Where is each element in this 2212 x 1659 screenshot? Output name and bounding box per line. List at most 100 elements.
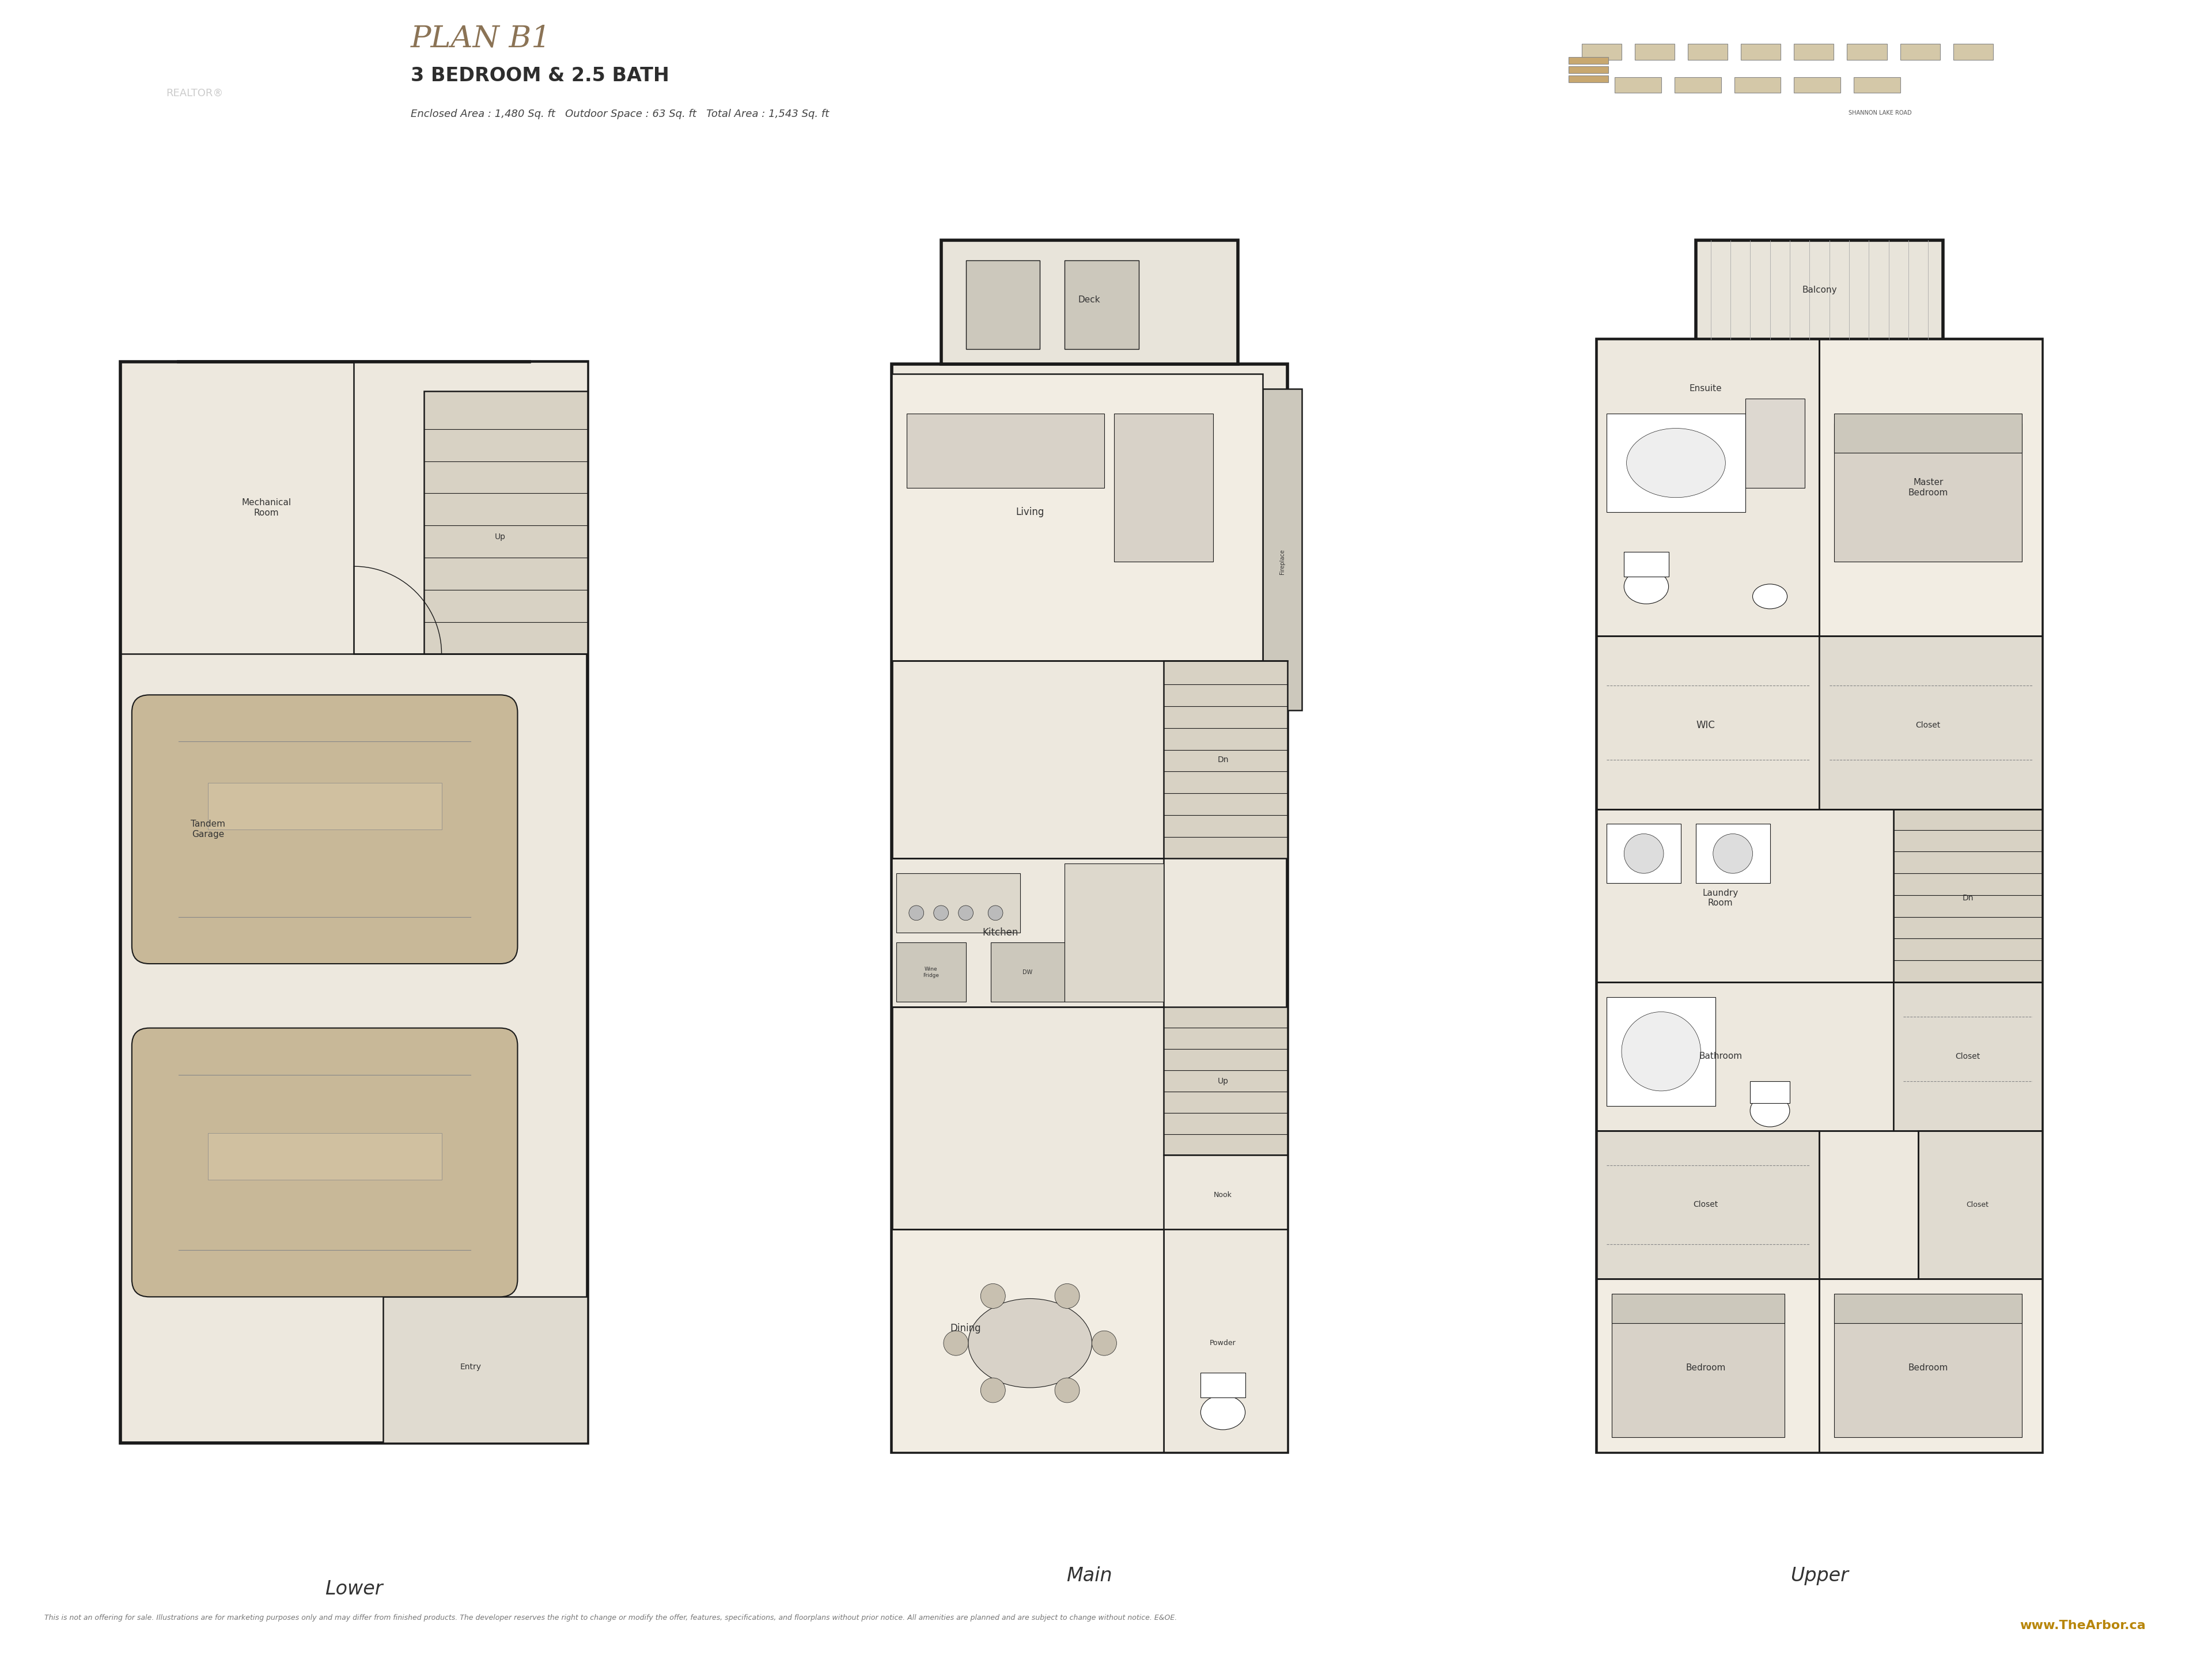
Text: Upper: Upper [1790,1566,1849,1584]
Circle shape [958,906,973,921]
Text: Kitchen: Kitchen [982,927,1018,937]
Bar [1900,43,1940,60]
Circle shape [933,906,949,921]
Ellipse shape [1752,584,1787,609]
Polygon shape [354,362,588,654]
Bar [1606,825,1681,883]
Bar [1568,66,1608,73]
Bar [1834,1299,2022,1437]
Circle shape [945,1331,969,1355]
Text: Up: Up [495,533,507,541]
Polygon shape [383,1297,588,1443]
Polygon shape [1597,982,1893,1130]
Bar [1613,1299,1785,1437]
Text: R: R [22,28,75,91]
Polygon shape [1597,810,1893,982]
Bar [991,942,1064,1002]
Text: 3 BEDROOM & 2.5 BATH: 3 BEDROOM & 2.5 BATH [411,66,668,85]
Polygon shape [425,392,588,654]
Circle shape [980,1284,1004,1309]
Text: Up: Up [1217,1077,1228,1085]
Text: Fireplace: Fireplace [1279,549,1285,574]
Bar [1568,56,1608,63]
Circle shape [980,1379,1004,1402]
Text: Nook: Nook [1214,1191,1232,1198]
Text: Wine
Fridge: Wine Fridge [922,967,940,977]
Text: THE ARBOR: THE ARBOR [175,35,263,50]
Polygon shape [1597,1130,1818,1279]
Bar [208,783,442,830]
Polygon shape [1164,660,1287,859]
Bar [1741,43,1781,60]
Text: Closet: Closet [1692,1201,1719,1209]
Circle shape [1093,1331,1117,1355]
Polygon shape [1164,1155,1287,1229]
Text: Entry: Entry [460,1364,482,1370]
Text: Main: Main [1066,1566,1113,1584]
Text: Laundry
Room: Laundry Room [1703,889,1739,907]
Polygon shape [891,373,1263,660]
Ellipse shape [1750,1095,1790,1126]
Ellipse shape [1201,1395,1245,1430]
Bar [1606,413,1745,513]
Polygon shape [1597,635,1818,810]
Circle shape [989,906,1002,921]
Bar [1688,43,1728,60]
Circle shape [1624,834,1663,873]
Circle shape [1712,834,1752,873]
Text: Closet: Closet [1966,1201,1989,1208]
Text: DW: DW [1022,969,1033,975]
Bar [1847,43,1887,60]
Text: Lower: Lower [325,1579,383,1599]
Ellipse shape [1624,569,1668,604]
Text: Tandem
Garage: Tandem Garage [190,820,226,839]
Text: Balcony: Balcony [1803,285,1836,294]
Ellipse shape [1626,428,1725,498]
Polygon shape [1597,1279,1818,1452]
FancyBboxPatch shape [133,695,518,964]
Polygon shape [119,362,588,1443]
Text: Deck: Deck [1077,295,1102,304]
Text: Mechanical
Room: Mechanical Room [241,499,292,518]
Bar [1734,76,1781,93]
Bar [1854,76,1900,93]
Text: Bedroom: Bedroom [1909,1364,1949,1372]
Text: Ensuite: Ensuite [1690,385,1721,393]
Bar [1568,76,1608,83]
Bar [1064,260,1139,348]
Bar [1794,76,1840,93]
Text: Dining: Dining [951,1324,982,1334]
Bar [896,942,967,1002]
Polygon shape [1818,635,2042,810]
Text: www.TheArbor.ca: www.TheArbor.ca [2020,1619,2146,1631]
Polygon shape [1893,810,2042,982]
Bar [907,413,1104,488]
FancyBboxPatch shape [133,1029,518,1297]
Bar [13,10,93,119]
Text: WIC: WIC [1697,720,1714,730]
Text: Closet: Closet [1916,722,1940,728]
Polygon shape [1597,340,1818,635]
Ellipse shape [969,1299,1093,1387]
Polygon shape [1164,1229,1287,1452]
Bar [1794,43,1834,60]
Bar [1697,825,1770,883]
Bar [1635,43,1674,60]
Bar [1613,1294,1785,1324]
Bar [896,873,1020,932]
Polygon shape [1597,340,2042,1452]
Text: Bedroom: Bedroom [1686,1364,1725,1372]
Bar [967,260,1040,348]
Text: Enclosed Area : 1,480 Sq. ft   Outdoor Space : 63 Sq. ft   Total Area : 1,543 Sq: Enclosed Area : 1,480 Sq. ft Outdoor Spa… [411,109,830,119]
Bar [1606,997,1717,1107]
Bar [208,1133,442,1180]
Bar [1674,76,1721,93]
Text: Master
Bedroom: Master Bedroom [1909,478,1949,498]
Polygon shape [940,241,1239,363]
Bar [1064,863,1164,1002]
Circle shape [1055,1379,1079,1402]
Text: Dn: Dn [1217,755,1228,763]
Bar [1582,43,1621,60]
Bar [1834,413,2022,453]
Polygon shape [1263,388,1303,710]
